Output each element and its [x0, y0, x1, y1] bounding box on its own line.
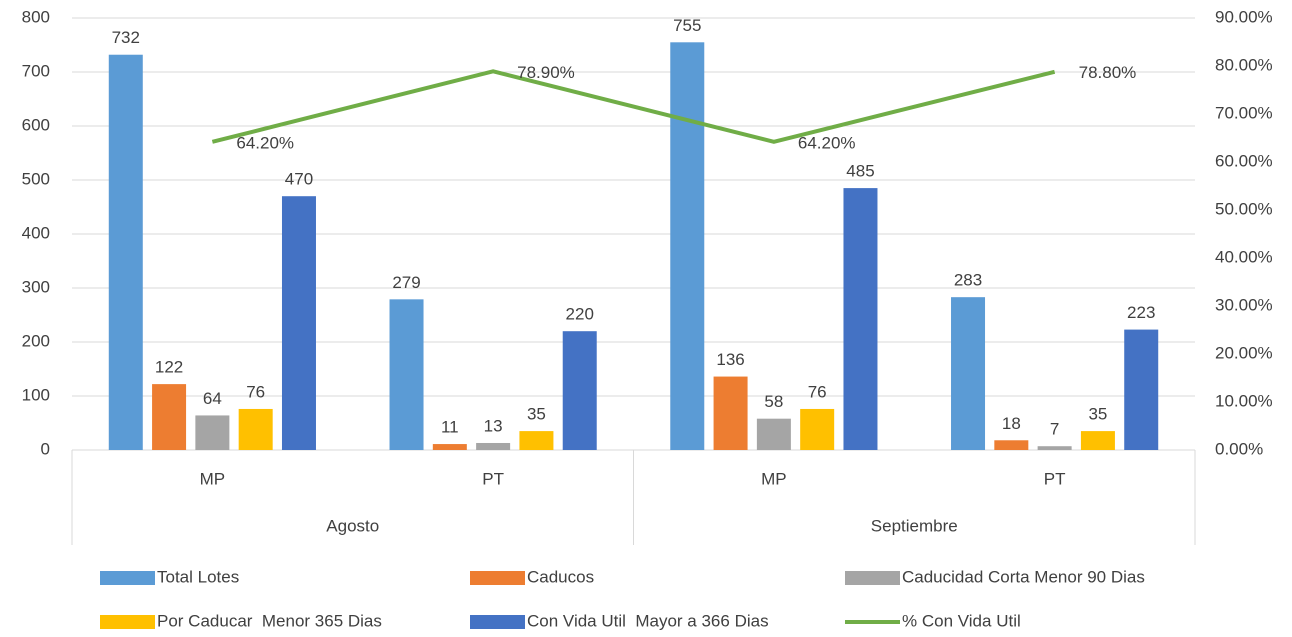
data-label: 76	[246, 382, 265, 401]
data-label: 35	[527, 405, 546, 424]
group-label: Agosto	[326, 516, 379, 535]
data-label: 136	[716, 350, 744, 369]
y-tick-label: 500	[22, 169, 50, 188]
y2-tick-label: 90.00%	[1215, 7, 1273, 26]
data-label: 220	[566, 305, 594, 324]
x-tick-label: PT	[1044, 469, 1066, 488]
y2-tick-label: 70.00%	[1215, 103, 1273, 122]
legend-label: Caducidad Corta Menor 90 Dias	[902, 567, 1145, 586]
data-label: 64	[203, 389, 222, 408]
legend-swatch	[845, 571, 900, 585]
data-label: 64.20%	[798, 133, 856, 152]
data-label: 11	[441, 418, 459, 437]
y-tick-label: 400	[22, 223, 50, 242]
legend-label: % Con Vida Util	[902, 611, 1021, 630]
legend-label: Caducos	[527, 567, 594, 586]
bar	[1037, 446, 1072, 450]
data-label: 755	[673, 16, 701, 35]
bar	[389, 299, 424, 450]
y2-tick-label: 40.00%	[1215, 247, 1273, 266]
legend-label: Con Vida Util Mayor a 366 Dias	[527, 611, 769, 630]
y-tick-label: 100	[22, 385, 50, 404]
y2-tick-label: 10.00%	[1215, 391, 1273, 410]
data-label: 223	[1127, 303, 1155, 322]
legend-swatch	[100, 615, 155, 629]
data-label: 7	[1050, 420, 1059, 439]
data-label: 122	[155, 358, 183, 377]
data-label: 78.90%	[517, 63, 575, 82]
x-tick-label: MP	[761, 469, 787, 488]
bar	[238, 408, 273, 450]
bar	[843, 188, 878, 450]
data-label: 485	[846, 162, 874, 181]
bar	[108, 54, 143, 450]
y-tick-label: 600	[22, 115, 50, 134]
data-label: 76	[808, 382, 827, 401]
data-label: 732	[112, 28, 140, 47]
legend-swatch	[470, 615, 525, 629]
y2-tick-label: 50.00%	[1215, 199, 1273, 218]
bar	[1124, 329, 1159, 450]
bar	[1080, 431, 1115, 450]
y2-tick-label: 30.00%	[1215, 295, 1273, 314]
bar	[195, 415, 230, 450]
data-label: 470	[285, 170, 313, 189]
legend-label: Por Caducar Menor 365 Dias	[157, 611, 382, 630]
legend-label: Total Lotes	[157, 567, 239, 586]
line	[211, 69, 1056, 144]
bar	[800, 408, 835, 450]
y2-tick-label: 0.00%	[1215, 439, 1263, 458]
bar	[670, 42, 705, 451]
data-label: 283	[954, 271, 982, 290]
bar	[432, 444, 467, 450]
data-label: 13	[484, 416, 503, 435]
bar	[994, 440, 1029, 450]
bar	[281, 196, 316, 450]
bar	[756, 418, 791, 450]
y-tick-label: 200	[22, 331, 50, 350]
y2-tick-label: 20.00%	[1215, 343, 1273, 362]
data-label: 279	[392, 273, 420, 292]
x-tick-label: PT	[482, 469, 504, 488]
bar	[519, 431, 554, 450]
y-tick-label: 700	[22, 61, 50, 80]
x-tick-label: MP	[200, 469, 226, 488]
bar	[562, 331, 597, 450]
data-label: 18	[1002, 414, 1021, 433]
bar	[476, 442, 511, 450]
y-tick-label: 0	[41, 439, 50, 458]
bar	[152, 384, 187, 450]
data-label: 64.20%	[236, 133, 294, 152]
legend-swatch	[100, 571, 155, 585]
y2-tick-label: 80.00%	[1215, 55, 1273, 74]
data-label: 35	[1088, 405, 1107, 424]
bar	[951, 297, 986, 450]
data-label: 58	[764, 392, 783, 411]
bar	[713, 376, 748, 450]
legend-swatch	[470, 571, 525, 585]
group-label: Septiembre	[871, 516, 958, 535]
y2-tick-label: 60.00%	[1215, 151, 1273, 170]
y-tick-label: 800	[22, 7, 50, 26]
y-tick-label: 300	[22, 277, 50, 296]
data-label: 78.80%	[1079, 63, 1137, 82]
